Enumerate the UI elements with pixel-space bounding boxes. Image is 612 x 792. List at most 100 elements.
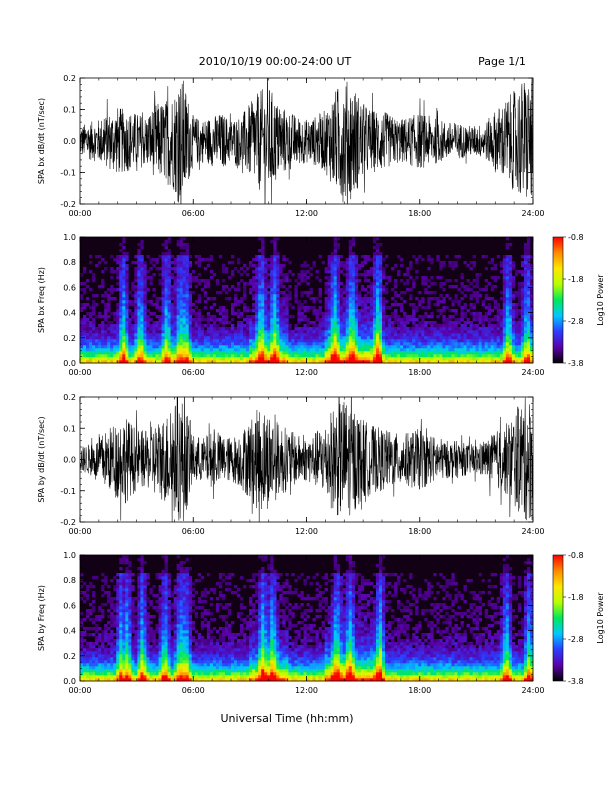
spectrogram-cell [354,282,359,286]
spectrogram-cell [321,357,325,361]
spectrogram-cell [86,336,90,340]
spectrogram-cell [297,327,301,331]
spectrogram-cell [276,255,280,259]
spectrogram-cell [113,327,117,331]
spectrogram-cell [188,327,193,331]
spectrogram-cell [116,324,120,328]
spectrogram-cell [360,303,365,307]
spectrogram-cell [369,336,374,340]
spectrogram-cell [110,615,114,619]
spectrogram-cell [273,327,277,331]
spectrogram-cell [330,270,334,274]
spectrogram-cell [375,279,380,283]
spectrogram-cell [366,333,371,337]
spectrogram-cell [231,354,235,358]
x-tick-label: 24:00 [521,368,544,377]
spectrogram-cell [315,336,319,340]
spectrogram-cell [161,333,165,337]
spectrogram-cell [276,324,280,328]
spectrogram-cell [511,315,516,319]
spectrogram-cell [276,342,280,346]
spectrogram-cell [378,255,383,259]
spectrogram-cell [209,354,214,358]
spectrogram-cell [345,276,350,280]
spectrogram-cell [119,306,123,310]
spectrogram-cell [354,306,359,310]
spectrogram-cell [155,342,159,346]
spectrogram-cell [134,333,138,337]
spectrogram-cell [354,300,359,304]
spectrogram-cell [475,345,479,349]
spectrogram-cell [288,360,292,364]
spectrogram-cell [161,345,165,349]
spectrogram-cell [95,354,99,358]
spectrogram-cell [218,333,223,337]
spectrogram-cell [110,621,114,625]
spectrogram-cell [294,279,298,283]
spectrogram-cell [252,360,256,364]
spectrogram-cell [324,312,328,316]
spectrogram-cell [391,336,395,340]
spectrogram-cell [227,327,232,331]
spectrogram-cell [110,636,114,640]
spectrogram-cell [439,285,443,289]
spectrogram-cell [122,669,126,673]
spectrogram-cell [221,351,226,355]
spectrogram-cell [502,270,507,274]
spectrogram-cell [306,282,310,286]
spectrogram-cell [439,348,443,352]
spectrogram-cell [116,261,120,265]
spectrogram-cell [164,240,168,244]
spectrogram-cell [110,600,114,604]
spectrogram-cell [330,279,334,283]
spectrogram-cell [385,336,389,340]
spectrogram-cell [252,354,256,358]
spectrogram-cell [339,309,344,313]
spectrogram-cell [511,261,516,265]
spectrogram-cell [86,648,90,652]
spectrogram-cell [372,327,377,331]
spectrogram-cell [261,249,265,253]
spectrogram-cell [369,342,374,346]
spectrogram-cell [104,579,108,583]
spectrogram-cell [505,288,510,292]
spectrogram-cell [134,615,138,619]
spectrogram-cell [493,306,498,310]
spectrogram-cell [375,258,380,262]
spectrogram-cell [526,276,531,280]
spectrogram-cell [351,357,356,361]
spectrogram-cell [342,303,347,307]
spectrogram-cell [324,348,328,352]
spectrogram-cell [227,357,232,361]
spectrogram-cell [158,279,162,283]
spectrogram-cell [445,339,449,343]
spectrogram-cell [221,306,226,310]
spectrogram-cell [182,255,186,259]
spectrogram-cell [179,300,183,304]
spectrogram-cell [134,291,138,295]
spectrogram-cell [363,333,368,337]
spectrogram-cell [119,324,123,328]
spectrogram-cell [170,327,174,331]
spectrogram-cell [427,345,431,349]
spectrogram-cell [448,336,452,340]
spectrogram-cell [499,312,504,316]
spectrogram-cell [255,342,259,346]
spectrogram-cell [436,342,440,346]
spectrogram-cell [218,318,223,322]
spectrogram-cell [342,288,347,292]
spectrogram-cell [463,330,467,334]
spectrogram-cell [200,336,205,340]
spectrogram-cell [243,297,247,301]
spectrogram-cell [505,237,510,241]
spectrogram-cell [466,333,470,337]
spectrogram-cell [264,312,268,316]
spectrogram-cell [119,279,123,283]
spectrogram-cell [252,342,256,346]
spectrogram-cell [104,591,108,595]
spectrogram-cell [451,324,455,328]
spectrogram-cell [511,285,516,289]
spectrogram-cell [327,327,331,331]
spectrogram-cell [221,324,226,328]
